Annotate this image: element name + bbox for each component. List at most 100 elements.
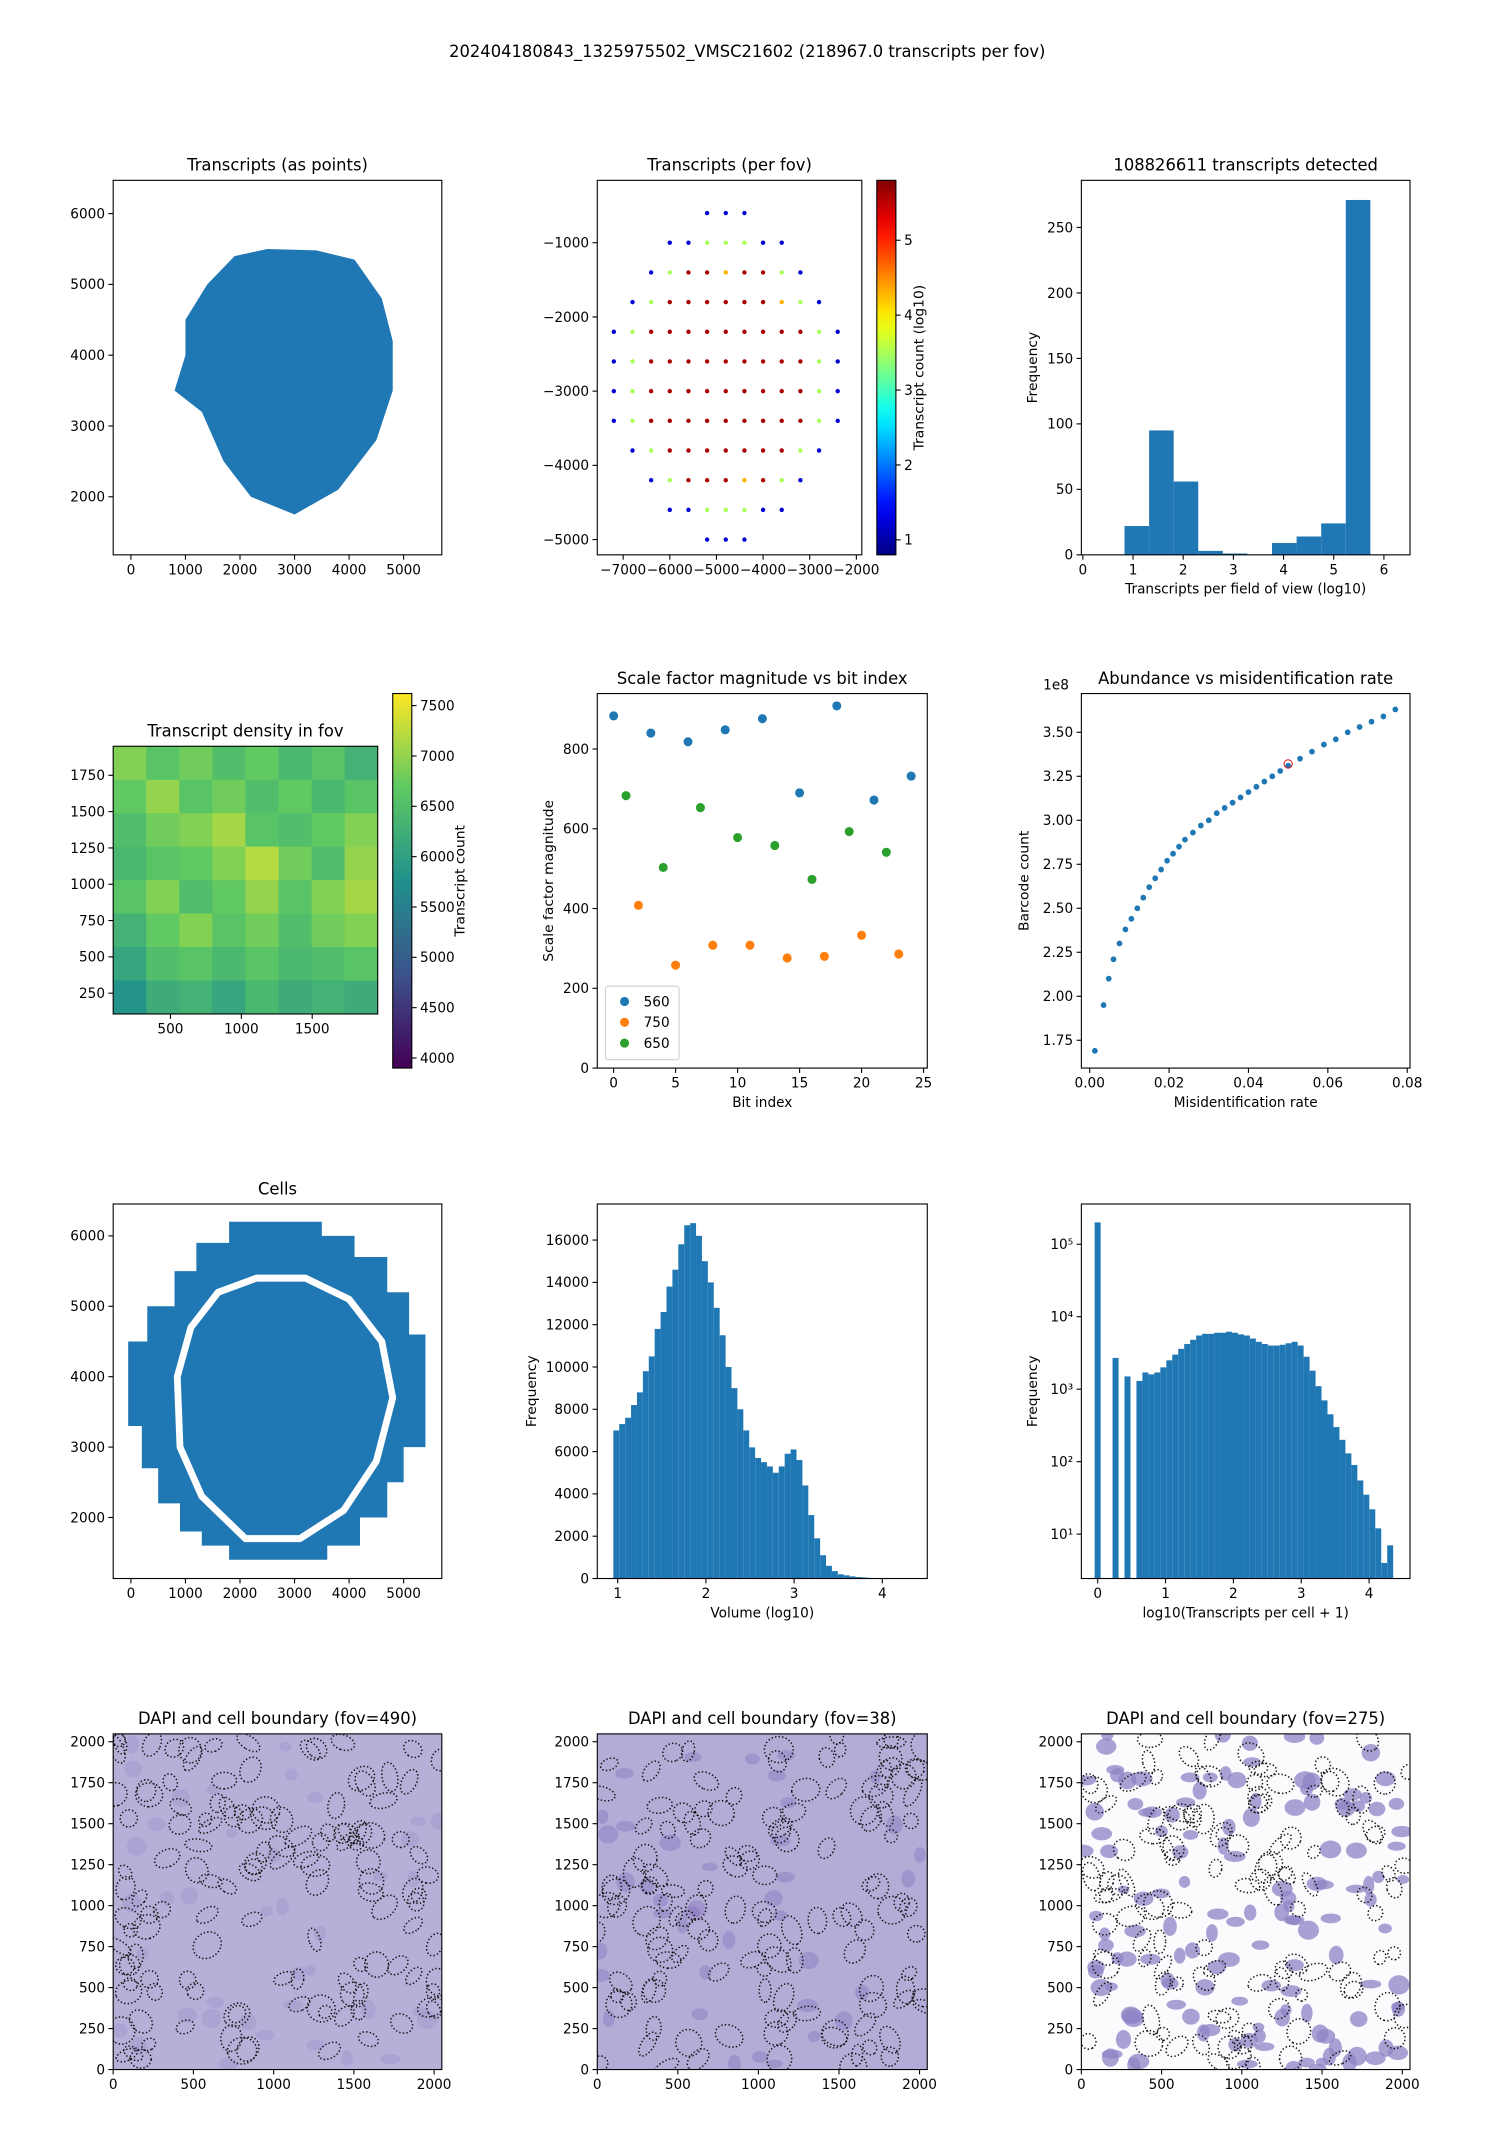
cell-boundary [758, 1978, 772, 2003]
cell-boundary [879, 2025, 901, 2054]
point [1122, 926, 1129, 933]
cell-boundary [198, 1873, 223, 1889]
point [704, 507, 710, 513]
nucleus [147, 1817, 166, 1832]
heat-cell [212, 947, 247, 982]
bar [1184, 1344, 1191, 1579]
cell-boundary [698, 1928, 719, 1952]
point [760, 329, 766, 334]
y-tick-label: 10³ [1050, 1382, 1073, 1398]
colorbar-tick-label: 7000 [420, 749, 455, 765]
point [1100, 1002, 1107, 1008]
heat-cell [245, 813, 280, 848]
point [667, 388, 672, 394]
cell-boundary [1139, 1827, 1167, 1845]
bar [613, 1430, 620, 1579]
colorbar [392, 692, 413, 1069]
cell-boundary [1320, 1767, 1350, 1797]
nucleus [1130, 1771, 1153, 1787]
cell-boundary [854, 1919, 875, 1941]
cell-boundary [647, 1936, 674, 1964]
nucleus [1271, 1880, 1293, 1897]
cell-boundary [1093, 1948, 1115, 1966]
cell-boundary [355, 1849, 381, 1875]
heat-cell [179, 813, 214, 848]
plot-area [1091, 706, 1399, 1054]
heat-cell [146, 947, 180, 982]
y-tick-label: 5000 [70, 277, 105, 293]
cell-boundary [825, 1777, 848, 1800]
bar [1173, 481, 1199, 555]
axes-frame [596, 179, 863, 556]
cell-boundary [113, 1733, 127, 1748]
point [798, 477, 803, 483]
nucleus [1223, 1850, 1246, 1862]
cell-boundary [299, 1739, 321, 1761]
point [704, 537, 710, 542]
nucleus [652, 1893, 669, 1907]
point [832, 701, 842, 711]
nucleus [171, 1789, 191, 1808]
nucleus [699, 1965, 712, 1980]
point [1253, 783, 1260, 790]
point [816, 299, 822, 305]
point [760, 418, 766, 424]
cell-boundary [858, 1991, 888, 2019]
cell-boundary [1385, 1876, 1403, 1899]
axes-title: DAPI and cell boundary (fov=490) [138, 1709, 417, 1728]
colorbar-tick-label: 1 [904, 533, 913, 549]
cell-boundary [114, 1907, 142, 1930]
cell-boundary [1249, 1868, 1272, 1891]
y-axis-label: Frequency [524, 1355, 540, 1427]
cell-boundary [599, 1757, 619, 1772]
nucleus [1099, 1927, 1111, 1941]
cell-boundary [654, 1951, 682, 1969]
point [708, 940, 718, 950]
point [733, 832, 743, 843]
nucleus [126, 1735, 139, 1754]
cell-boundary [134, 1782, 164, 1808]
cell-boundary [660, 1884, 686, 1899]
cell-boundary [1373, 1771, 1396, 1795]
cell-boundary [347, 1765, 376, 1792]
nucleus [206, 1996, 224, 2008]
cell-boundary [689, 1828, 712, 1849]
bar [648, 1356, 655, 1579]
heat-cell [179, 880, 214, 915]
nucleus [597, 1968, 610, 1982]
nucleus [1309, 1733, 1325, 1745]
cell-boundary [790, 1777, 821, 1802]
cell-boundary [707, 1799, 735, 1827]
heat-cell [113, 813, 147, 848]
bar [725, 1366, 732, 1579]
y-tick-label: 750 [79, 913, 105, 929]
y-tick-label: 16000 [546, 1233, 589, 1249]
point [779, 507, 784, 513]
cell-boundary [756, 1961, 772, 1977]
cell-boundary [601, 1878, 631, 1906]
point [1213, 810, 1220, 817]
cell-boundary [1166, 1803, 1195, 1831]
bar [802, 1485, 809, 1579]
point [686, 507, 691, 513]
cell-boundary [766, 2044, 793, 2070]
nucleus [1195, 1979, 1215, 1996]
cell-boundary [169, 1797, 193, 1816]
x-tick-label: 3 [1297, 1586, 1306, 1602]
cell-boundary [1192, 1803, 1215, 1835]
cell-boundary [123, 2045, 144, 2062]
point [1344, 729, 1351, 736]
point [798, 448, 803, 453]
y-tick-label: 200 [563, 981, 589, 997]
bar [849, 1576, 856, 1579]
cell-boundary [1153, 1954, 1173, 1980]
nucleus [1316, 2028, 1336, 2044]
cell-boundary [658, 1892, 673, 1912]
point [704, 270, 710, 275]
cell-boundary [1092, 1912, 1118, 1936]
cell-boundary [1320, 1770, 1340, 1793]
cell-boundary [1328, 2050, 1352, 2066]
cell-boundary [895, 1975, 916, 2005]
point [798, 418, 803, 424]
cell-boundary [337, 1972, 357, 1994]
